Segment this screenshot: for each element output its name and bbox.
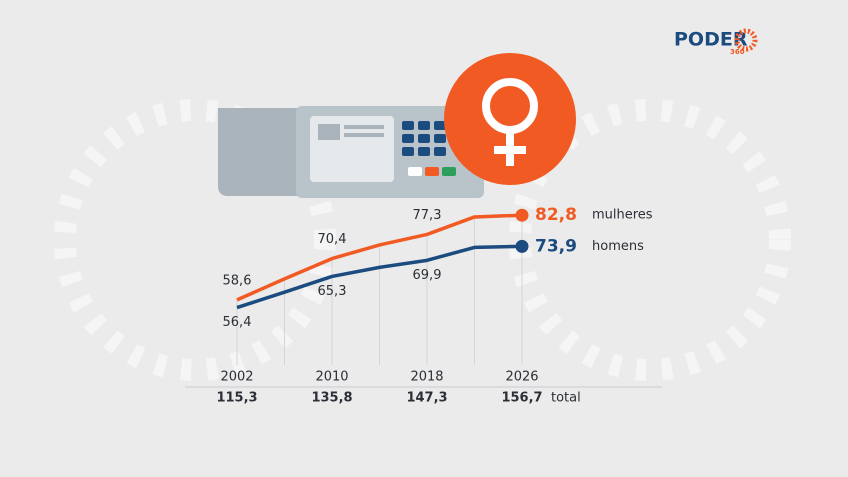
end-value-label: 82,8 [535,205,577,225]
voting-machine [218,106,484,198]
value-label: 77,3 [413,208,442,223]
logo-sub: 360 [730,48,745,56]
value-label: 70,4 [318,232,347,247]
total-value: 156,7 [501,391,542,406]
end-dot [515,239,529,253]
decoration [54,99,791,381]
total-value: 147,3 [406,391,447,406]
female-symbol [444,53,576,185]
legend-label: mulheres [592,208,653,223]
logo-text: PODER [674,29,748,51]
end-value-label: 73,9 [535,236,577,256]
end-dot [515,208,529,222]
value-label: 58,6 [223,273,252,288]
legend-label: homens [592,239,644,254]
x-tick-label: 2018 [410,370,443,385]
logo: PODER 360 [674,28,758,56]
total-value: 135,8 [311,391,352,406]
value-label: 69,9 [413,268,442,283]
series-line [236,213,523,302]
x-tick-label: 2002 [220,370,253,385]
value-label: 56,4 [223,315,252,330]
x-tick-label: 2010 [315,370,348,385]
value-label: 65,3 [318,284,347,299]
series-line [236,244,523,310]
x-tick-label: 2026 [505,370,538,385]
total-label: total [551,391,581,406]
total-value: 115,3 [216,391,257,406]
